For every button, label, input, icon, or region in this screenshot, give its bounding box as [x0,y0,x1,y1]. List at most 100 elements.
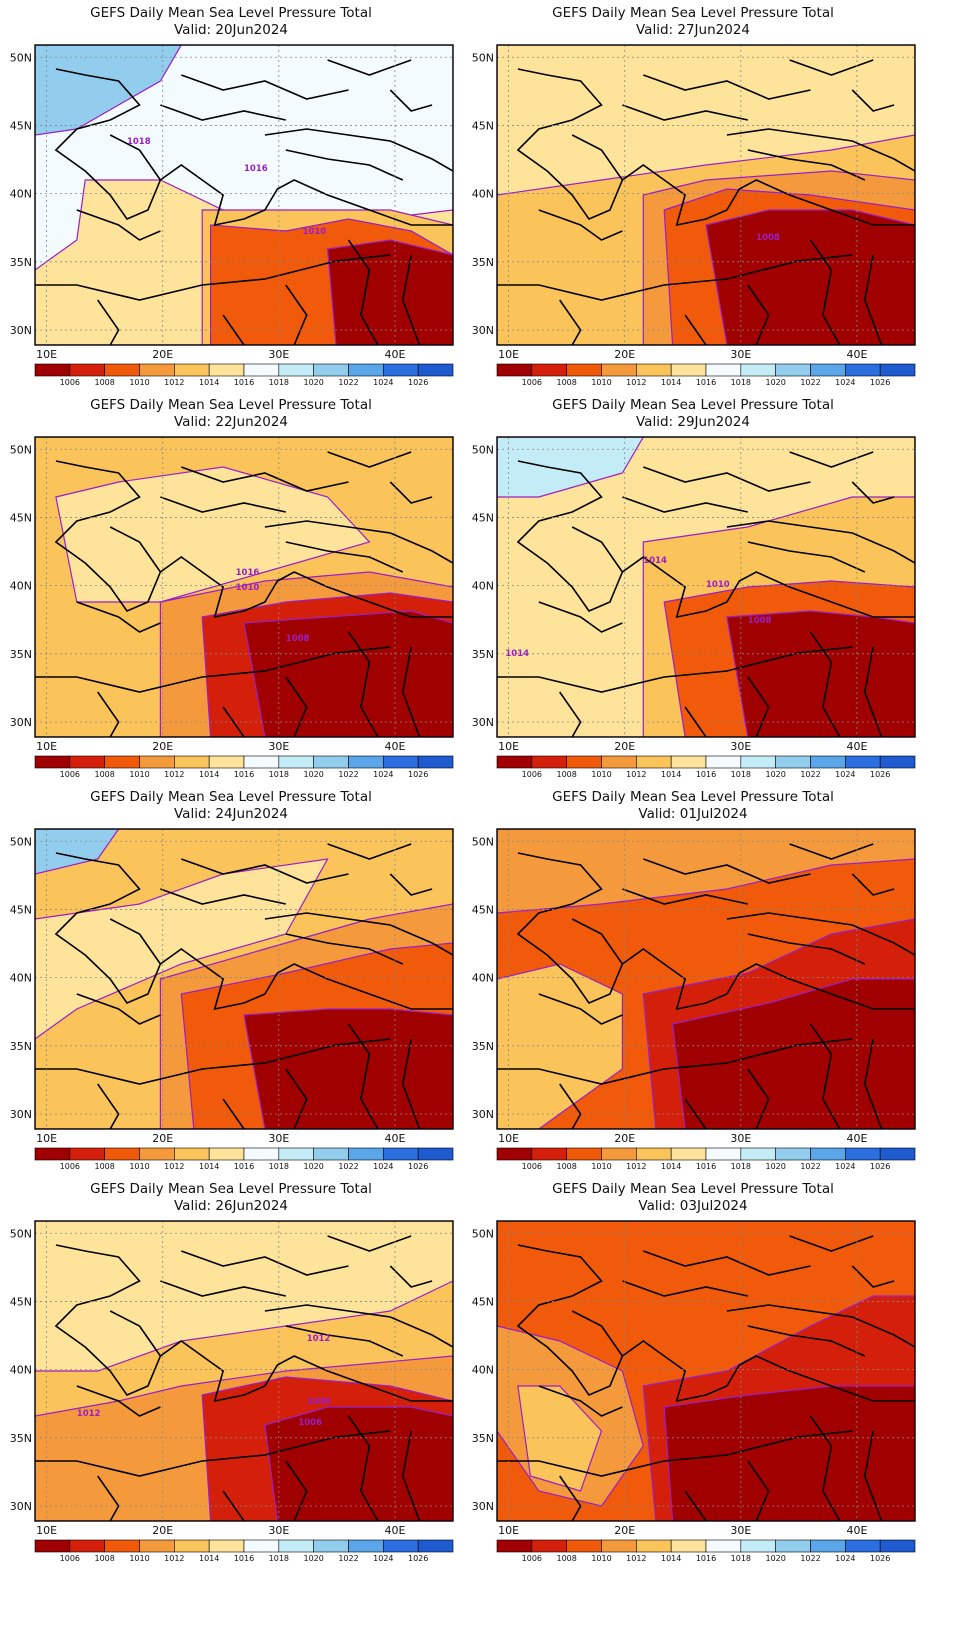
colorbar-swatch [810,755,846,769]
colorbar-label: 1018 [269,1554,289,1563]
colorbar-swatch [348,755,384,769]
pressure-region [243,610,453,737]
contour-label: 1012 [77,1409,101,1419]
colorbar-label: 1008 [94,378,114,387]
colorbar-swatch [705,363,742,377]
coastline [726,520,915,564]
colorbar-label: 1022 [338,1554,358,1563]
colorbar-swatch [139,363,175,377]
coastline [863,1430,883,1521]
coastline [389,873,433,896]
colorbar-label: 1012 [164,378,184,387]
coastline [726,128,915,172]
coastline [285,1460,308,1521]
forecast-panel: GEFS Daily Mean Sea Level Pressure Total… [462,784,924,1194]
colorbar-label: 1010 [591,770,611,779]
coastline [851,873,895,896]
coastline [285,149,404,181]
lon-tick-label: 10E [36,1132,57,1145]
colorbar-swatch [775,755,811,769]
pressure-region [726,610,915,737]
colorbar-swatch [566,363,602,377]
lon-tick-label: 40E [846,1132,867,1145]
lat-tick-label: 50N [10,443,32,456]
colorbar-swatch [34,1539,71,1553]
coastline [97,299,120,345]
lat-tick-label: 45N [10,511,32,524]
colorbar-swatch [879,755,916,769]
colorbar-label: 1014 [199,770,219,779]
coastline [401,254,421,345]
colorbar-label: 1006 [522,378,542,387]
contour-label: 1008 [286,634,310,644]
colorbar-label: 1018 [269,1162,289,1171]
lon-tick-label: 20E [614,1524,635,1537]
colorbar-swatch [69,363,105,377]
coastline [497,1038,853,1085]
coastline [684,1098,707,1129]
lat-tick-label: 50N [10,1227,32,1240]
coastline [863,254,883,345]
colorbar-swatch [313,1147,349,1161]
colorbar-swatch [531,363,567,377]
lat-tick-label: 40N [472,972,494,985]
map-frame [34,1220,454,1522]
coastline [160,1280,286,1297]
coastline [401,1430,421,1521]
colorbar-swatch [383,755,419,769]
colorbar-swatch [208,1147,245,1161]
coastline [54,460,453,619]
colorbar-label: 1024 [373,770,393,779]
coastline [571,1310,624,1357]
contour-label: 1006 [298,1418,322,1428]
colorbar-label: 1008 [556,1162,576,1171]
colorbar-swatch [531,1147,567,1161]
colorbar-label: 1006 [60,770,80,779]
colorbar-swatch [383,1147,419,1161]
colorbar-swatch [174,755,210,769]
colorbar-label: 1014 [661,378,681,387]
lon-tick-label: 10E [498,348,519,361]
coastline [747,541,866,573]
colorbar-swatch [278,1539,314,1553]
coastline [726,912,915,956]
colorbar-label: 1008 [556,770,576,779]
colorbar-swatch [845,1147,881,1161]
coastline [684,706,707,737]
coastline [747,1325,866,1357]
coastline [643,74,811,100]
lat-tick-label: 30N [472,1108,494,1121]
contour-label: 1016 [236,568,260,578]
forecast-panel: GEFS Daily Mean Sea Level Pressure Total… [0,392,462,802]
coastline [559,1083,582,1129]
panel-title: GEFS Daily Mean Sea Level Pressure Total [552,397,834,413]
lon-tick-label: 20E [152,1524,173,1537]
lon-tick-label: 40E [384,740,405,753]
colorbar-swatch [879,363,916,377]
pressure-region [705,209,915,345]
colorbar-swatch [670,363,707,377]
colorbar-label: 1022 [338,378,358,387]
colorbar-label: 1026 [870,1554,890,1563]
colorbar-swatch [845,755,881,769]
lon-tick-label: 40E [384,1132,405,1145]
lat-tick-label: 30N [472,1500,494,1513]
coastline [35,1038,391,1085]
colorbar-label: 1012 [626,770,646,779]
coastline [76,1385,161,1417]
coastline [643,858,811,884]
forecast-panel: GEFS Daily Mean Sea Level Pressure Total… [462,1176,924,1586]
coastline [538,1385,623,1417]
colorbar-swatch [417,1539,454,1553]
lat-tick-label: 40N [10,1364,32,1377]
colorbar-swatch [104,1539,140,1553]
panel-valid-date: Valid: 03Jul2024 [638,1198,748,1214]
coastline [726,1304,915,1348]
lon-tick-label: 40E [384,348,405,361]
colorbar-swatch [69,1147,105,1161]
colorbar-label: 1012 [626,1162,646,1171]
pressure-region [35,45,182,136]
coastline [97,691,120,737]
lon-tick-label: 20E [614,348,635,361]
colorbar-label: 1024 [835,378,855,387]
